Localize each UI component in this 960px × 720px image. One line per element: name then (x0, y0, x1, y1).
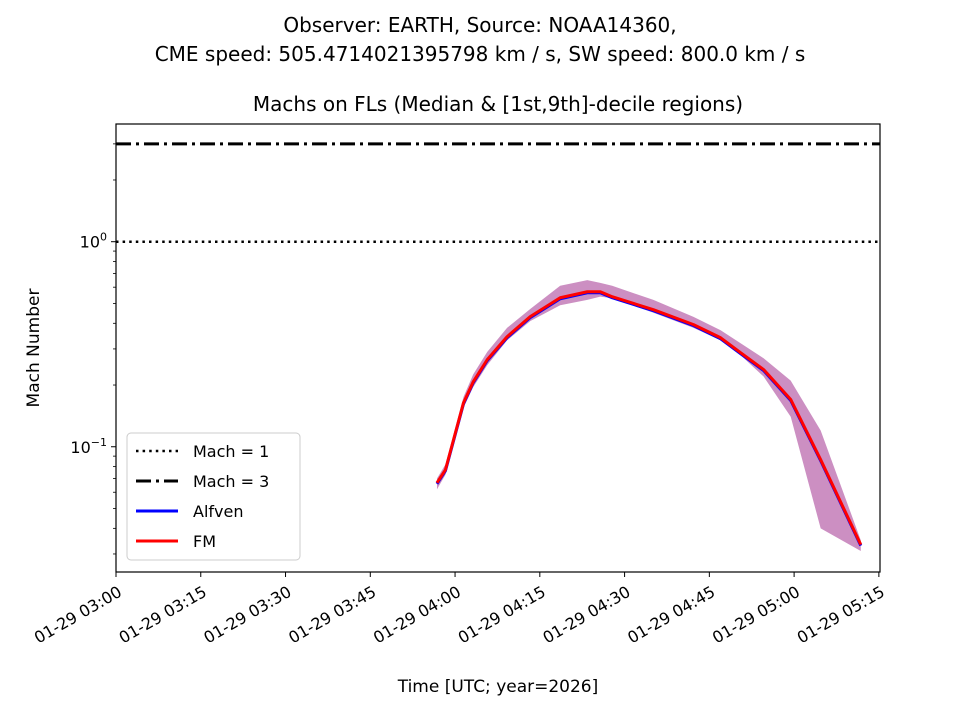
x-tick-label: 01-29 03:00 (31, 582, 125, 647)
legend-item: Mach = 1 (136, 442, 269, 461)
x-tick-label: 01-29 04:00 (370, 582, 464, 647)
legend-label: Alfven (193, 502, 243, 521)
y-axis-label: Mach Number (24, 289, 44, 408)
legend-item: FM (136, 532, 216, 551)
legend: Mach = 1 Mach = 3 Alfven FM (126, 432, 301, 561)
x-tick-label: 01-29 03:15 (116, 582, 210, 647)
legend-item: Alfven (136, 502, 243, 521)
x-tick-label: 01-29 03:45 (285, 582, 379, 647)
legend-label: Mach = 3 (193, 472, 269, 491)
y-tick-label: 10−1 (70, 436, 107, 457)
axes-frame (115, 123, 881, 573)
series-line-fm (435, 290, 863, 546)
legend-label: Mach = 1 (193, 442, 269, 461)
x-tick-label: 01-29 03:30 (200, 582, 294, 647)
legend-frame (126, 432, 301, 561)
y-tick-label: 100 (80, 231, 107, 252)
suptitle-line-1: Observer: EARTH, Source: NOAA14360, (283, 13, 676, 37)
x-tick-label: 01-29 05:00 (709, 582, 803, 647)
x-tick-label: 01-29 04:15 (455, 582, 549, 647)
x-tick-label: 01-29 04:45 (624, 582, 718, 647)
chart-title: Machs on FLs (Median & [1st,9th]-decile … (253, 92, 743, 116)
suptitle-line-2: CME speed: 505.4714021395798 km / s, SW … (155, 42, 806, 66)
x-tick-label: 01-29 04:30 (539, 582, 633, 647)
legend-label: FM (193, 532, 216, 551)
legend-item: Mach = 3 (136, 472, 269, 491)
x-tick-label: 01-29 05:15 (794, 582, 888, 647)
x-axis-label: Time [UTC; year=2026] (397, 677, 599, 697)
